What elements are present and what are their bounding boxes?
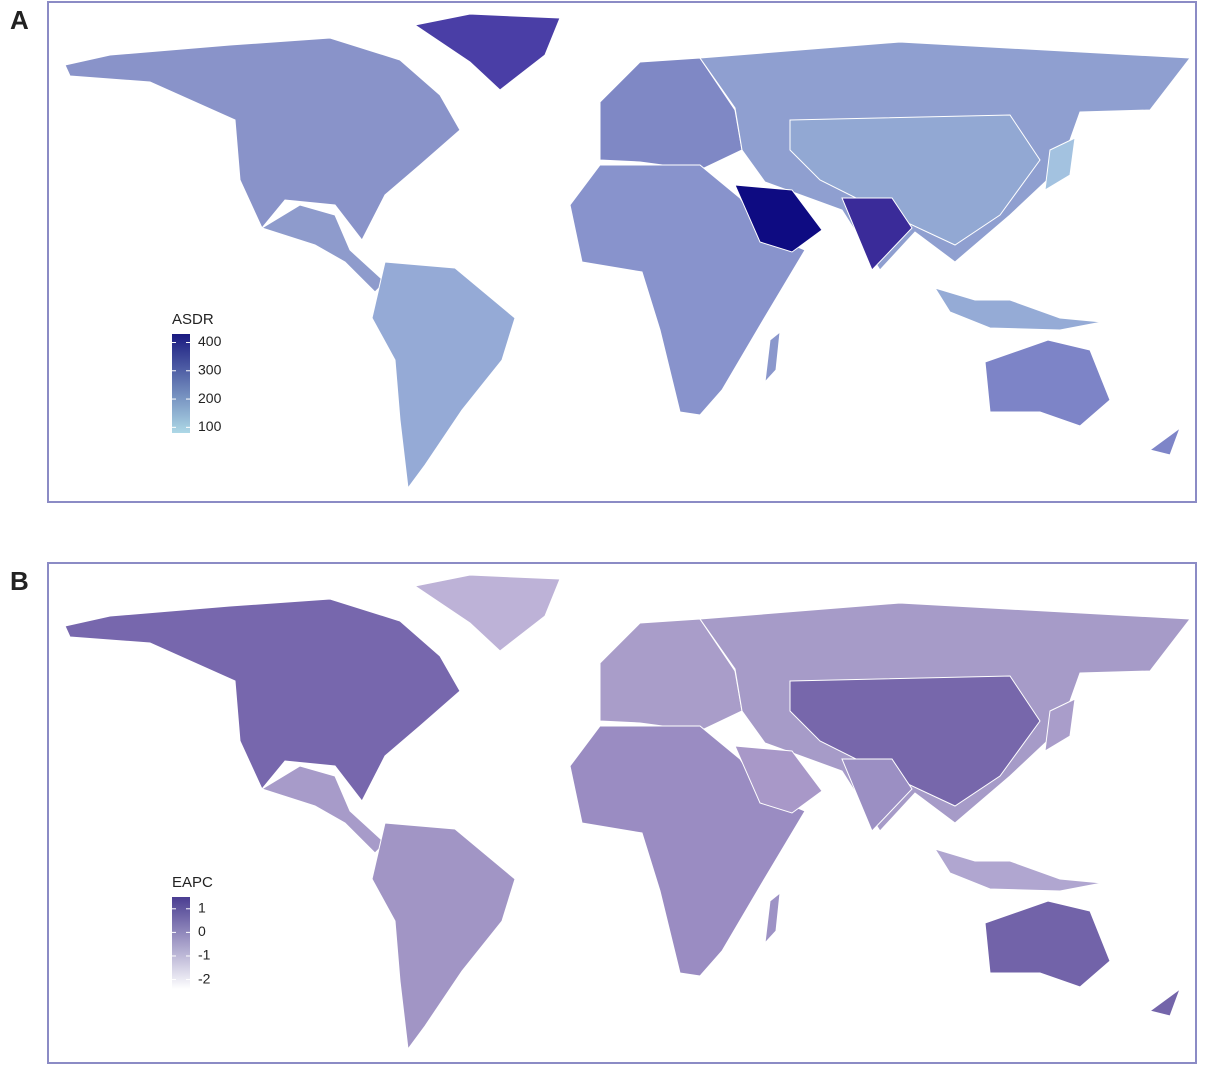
legend-title: EAPC	[172, 874, 213, 891]
country-region	[764, 891, 781, 945]
country-region	[789, 114, 1041, 246]
country-region	[841, 197, 913, 271]
country-region	[764, 330, 781, 384]
country-region	[64, 598, 461, 802]
country-region	[413, 13, 561, 91]
country-region	[413, 574, 561, 652]
map	[64, 574, 1191, 1051]
country-region	[569, 164, 806, 416]
country-region	[734, 745, 823, 814]
tick-label: -2	[198, 970, 211, 986]
country-region	[933, 848, 1103, 892]
tick-label: -1	[198, 947, 211, 963]
tick-label: 200	[198, 390, 222, 406]
panel-frame	[47, 562, 1197, 1064]
panel-frame	[47, 1, 1197, 503]
panel-label: B	[10, 566, 29, 596]
country-region	[1148, 426, 1182, 456]
country-region	[371, 261, 516, 490]
country-region	[569, 725, 806, 977]
country-region	[1044, 137, 1076, 191]
country-region	[933, 287, 1103, 331]
panel-label: A	[10, 5, 29, 35]
tick-label: 100	[198, 418, 222, 434]
tick-label: 300	[198, 361, 222, 377]
tick-label: 1	[198, 899, 206, 915]
country-region	[1044, 698, 1076, 752]
tick-label: 0	[198, 923, 206, 939]
country-region	[841, 758, 913, 832]
color-bar	[172, 897, 190, 989]
country-region	[64, 37, 461, 241]
country-region	[984, 900, 1111, 988]
tick-label: 400	[198, 333, 222, 349]
legend-title: ASDR	[172, 311, 214, 328]
country-region	[371, 822, 516, 1051]
color-bar	[172, 334, 190, 433]
country-region	[734, 184, 823, 253]
country-region	[1148, 987, 1182, 1017]
map	[64, 13, 1191, 490]
country-region	[789, 675, 1041, 807]
country-region	[984, 339, 1111, 427]
